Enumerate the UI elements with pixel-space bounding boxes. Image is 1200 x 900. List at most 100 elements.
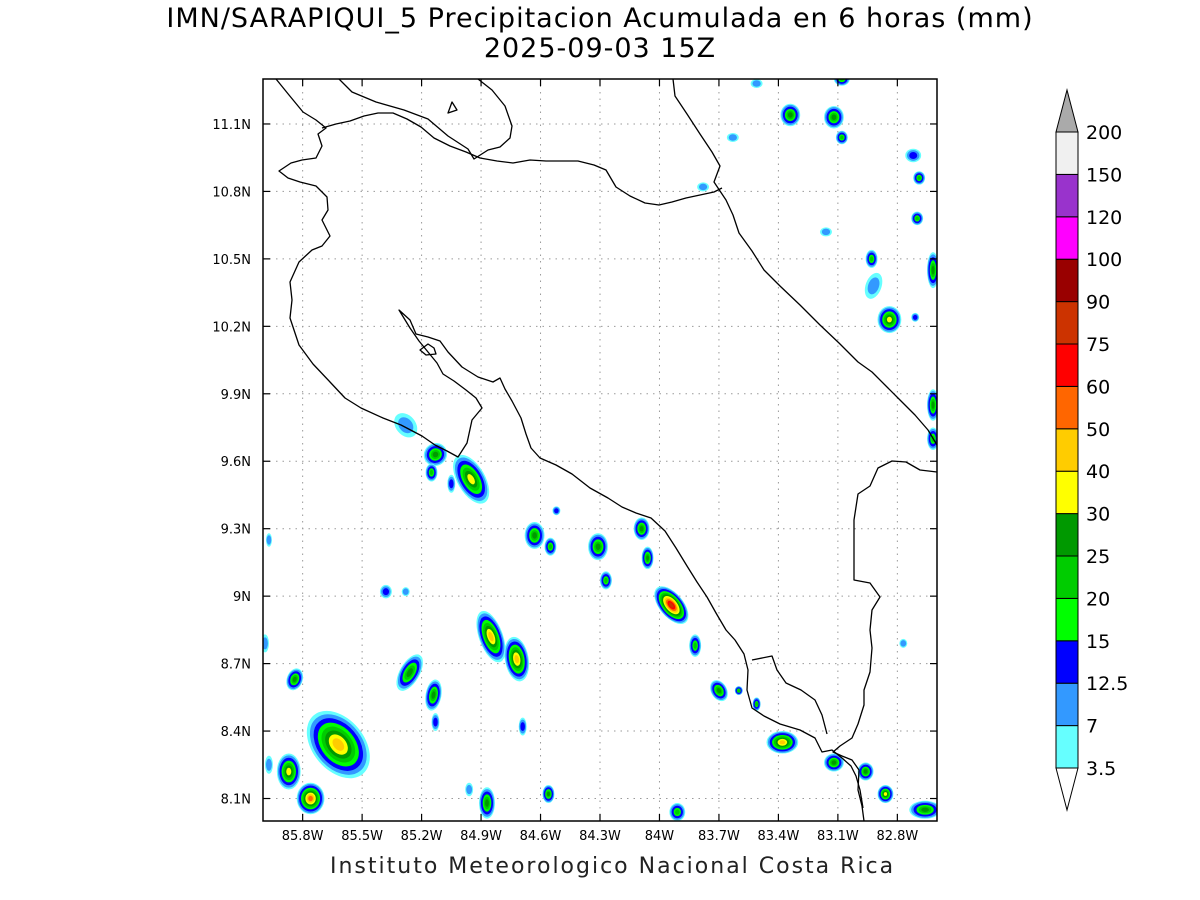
colorbar-swatch (1055, 470, 1079, 515)
rain-contour (604, 577, 608, 583)
lon-tick-label: 83.7W (698, 829, 740, 844)
colorbar-swatch (1055, 513, 1079, 557)
lat-tick-label: 9.3N (221, 523, 251, 538)
rain-cell (820, 227, 832, 237)
lon-tick-label: 84.3W (579, 829, 621, 844)
rain-contour (532, 532, 537, 539)
rain-contour (520, 722, 525, 732)
rain-contour (909, 151, 918, 159)
rain-contour (917, 176, 921, 180)
colorbar-label: 30 (1086, 504, 1110, 526)
lat-tick-label: 10.5N (212, 253, 251, 268)
lon-tick-label: 82.8W (876, 829, 918, 844)
colorbar-swatch (1055, 597, 1079, 642)
rain-cell (766, 731, 799, 754)
rain-cell (306, 710, 370, 779)
colorbar-label: 12.5 (1086, 673, 1128, 695)
rain-contour (467, 474, 475, 485)
rain-contour (675, 809, 680, 815)
rain-contour (292, 676, 297, 682)
rain-cell (780, 103, 801, 127)
rain-cell (552, 506, 561, 516)
rain-contour (752, 80, 761, 87)
rain-contour (595, 543, 601, 550)
rain-cell (286, 668, 304, 691)
rain-cell (750, 79, 763, 88)
rain-contour (263, 637, 268, 650)
rain-cell (401, 587, 410, 597)
rain-contour (488, 631, 494, 642)
rain-cell (265, 533, 272, 547)
colorbar-label: 60 (1086, 376, 1110, 398)
lat-tick-label: 9.6N (221, 455, 251, 470)
rain-cell (710, 680, 728, 702)
lat-tick-label: 9.9N (221, 388, 251, 403)
colorbar-swatch (1055, 301, 1079, 345)
rain-cell (600, 571, 612, 590)
rain-cell (518, 717, 527, 736)
rain-cell (905, 148, 922, 163)
rain-contour (308, 795, 313, 802)
nicaragua-lake-shore (338, 79, 513, 160)
rain-contour (286, 767, 292, 776)
rain-contour (900, 640, 907, 647)
rain-cell (927, 252, 937, 289)
rain-cell (379, 584, 392, 599)
rain-contour (779, 740, 786, 745)
osa-peninsula-coast (751, 655, 828, 735)
rain-cell (877, 306, 902, 334)
rain-contour (433, 717, 438, 727)
rain-cell (864, 272, 883, 299)
rain-contour (406, 668, 413, 678)
colorbar-swatch (1055, 173, 1079, 218)
institution-credit: Instituto Meteorologico Nacional Costa R… (330, 854, 896, 879)
lat-tick-label: 10.2N (212, 320, 251, 335)
colorbar-label: 200 (1086, 122, 1122, 144)
rain-cell (544, 537, 557, 556)
rain-contour (431, 691, 436, 699)
rain-contour (737, 689, 741, 693)
rain-cell (524, 521, 545, 549)
colorbar-below-arrow (1055, 767, 1079, 812)
rain-contour (912, 314, 918, 320)
rain-cell (654, 586, 689, 624)
rain-cell (911, 312, 920, 322)
costa-rica-nicaragua-border (321, 112, 723, 206)
costa-rica-panama-border (832, 460, 937, 821)
rain-contour (332, 738, 345, 751)
colorbar-label: 15 (1086, 631, 1110, 653)
rain-cell (476, 610, 506, 663)
lat-tick-label: 10.8N (212, 185, 251, 200)
colorbar-label: 75 (1086, 334, 1110, 356)
rain-contour (728, 134, 737, 141)
colorbar-label: 40 (1086, 461, 1110, 483)
lon-tick-label: 83.1W (817, 829, 859, 844)
pacific-coastline (275, 79, 864, 809)
rain-cell (588, 533, 608, 561)
rain-contour (831, 760, 837, 765)
rain-cell (542, 785, 555, 804)
lon-tick-label: 84.6W (520, 829, 562, 844)
rain-cell (447, 474, 456, 493)
rain-cell (396, 654, 423, 691)
rain-cell (479, 787, 495, 819)
rain-contour (449, 479, 454, 489)
rain-contour (787, 112, 793, 118)
rain-contour (554, 508, 559, 514)
lat-tick-label: 11.1N (212, 118, 251, 133)
rain-cell (669, 803, 686, 821)
rain-contour (840, 135, 844, 140)
colorbar-swatch (1055, 428, 1079, 472)
rain-cell (689, 634, 702, 657)
rain-contour (931, 401, 935, 409)
colorbar-swatch (1055, 682, 1079, 727)
rain-cell (824, 105, 844, 129)
rain-cell (899, 638, 908, 648)
colorbar-label: 7 (1086, 716, 1098, 738)
lat-tick-label: 8.4N (221, 725, 251, 740)
rain-cell (697, 182, 710, 192)
rain-cell (431, 713, 440, 732)
rain-contour (698, 183, 708, 191)
lat-tick-label: 9N (233, 590, 251, 605)
